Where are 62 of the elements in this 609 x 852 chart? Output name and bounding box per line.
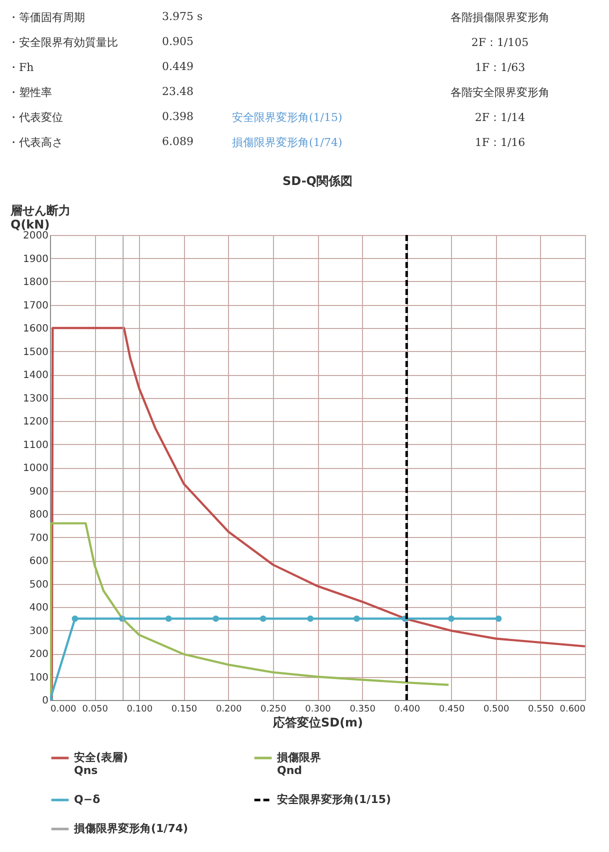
- y-tick-label: 700: [29, 532, 48, 544]
- x-tick-label: 0.350: [350, 704, 376, 714]
- text: 0.905: [162, 35, 194, 48]
- x-tick-label: 0.400: [394, 704, 420, 714]
- y-tick-label: 1100: [23, 440, 48, 451]
- x-tick-label: 0.300: [305, 704, 332, 714]
- text: ・等価固有周期: [8, 10, 85, 25]
- y-tick-label: 1900: [23, 254, 48, 265]
- y-tick-label: 900: [29, 486, 48, 498]
- text: 1F：1/16: [474, 135, 526, 150]
- y-tick-label: 1700: [23, 300, 48, 312]
- x-axis-title: 応答変位SD(m): [272, 716, 364, 730]
- legend-label: 損傷限界変形角(1/74): [73, 822, 188, 835]
- y-tick-label: 1400: [23, 370, 48, 381]
- y-tick-label: 1200: [23, 416, 48, 428]
- text: 0.398: [162, 110, 194, 123]
- y-tick-label: 1000: [23, 463, 48, 474]
- y-tick-label: 1600: [23, 324, 48, 334]
- y-tick-label: 500: [29, 579, 48, 590]
- text: 6.089: [162, 135, 194, 148]
- x-tick-label: 0.050: [82, 704, 108, 714]
- legend-label: 損傷限界 Qnd: [276, 751, 321, 777]
- y-tick-label: 100: [29, 672, 48, 684]
- y-tick-label: 1300: [23, 393, 48, 404]
- y-tick-label: 200: [29, 649, 48, 660]
- text: 3.975 s: [162, 10, 203, 23]
- x-tick-label: 0.150: [171, 704, 198, 714]
- text: 各階安全限界変形角: [450, 85, 550, 100]
- y-tick-label: 300: [29, 626, 48, 637]
- y-tick-label: 400: [29, 602, 48, 614]
- text: ・代表高さ: [8, 135, 63, 150]
- text: 2F：1/14: [474, 110, 526, 125]
- y-tick-label: 0: [42, 696, 48, 706]
- y-tick-label: 1500: [23, 346, 48, 358]
- y-tick-label: 2000: [23, 230, 48, 242]
- legend-label: Q−δ: [74, 793, 101, 806]
- y-tick-label: 1800: [23, 277, 48, 288]
- legend-label: 安全(表層) Qns: [74, 751, 128, 777]
- x-tick-label: 0.600: [560, 704, 586, 714]
- text: 各階損傷限界変形角: [450, 10, 550, 25]
- y-tick-label: 800: [29, 510, 48, 520]
- text: ・Fh: [8, 60, 34, 75]
- legend-label: 安全限界変形角(1/15): [277, 793, 392, 806]
- x-tick-label: 0.450: [438, 704, 465, 714]
- x-tick-label: 0.000: [50, 704, 77, 714]
- x-tick-label: 0.100: [126, 704, 153, 714]
- text: ・安全限界有効質量比: [8, 35, 118, 50]
- text: 23.48: [162, 85, 194, 98]
- x-tick-label: 0.550: [528, 704, 554, 714]
- text: ・代表変位: [8, 110, 63, 125]
- x-tick-label: 0.500: [483, 704, 510, 714]
- text: ・塑性率: [8, 85, 52, 100]
- x-tick-label: 0.250: [260, 704, 287, 714]
- text: 安全限界変形角(1/15): [232, 110, 342, 125]
- text: 0.449: [162, 60, 194, 73]
- chart-title: SD-Q関係図: [282, 174, 353, 188]
- y-axis-title: 層せん断力 Q(kN): [10, 204, 70, 232]
- text: 1F：1/63: [474, 60, 526, 75]
- text: 損傷限界変形角(1/74): [232, 135, 342, 150]
- y-tick-label: 600: [29, 556, 48, 567]
- text: 2F：1/105: [470, 35, 530, 50]
- x-tick-label: 0.200: [216, 704, 242, 714]
